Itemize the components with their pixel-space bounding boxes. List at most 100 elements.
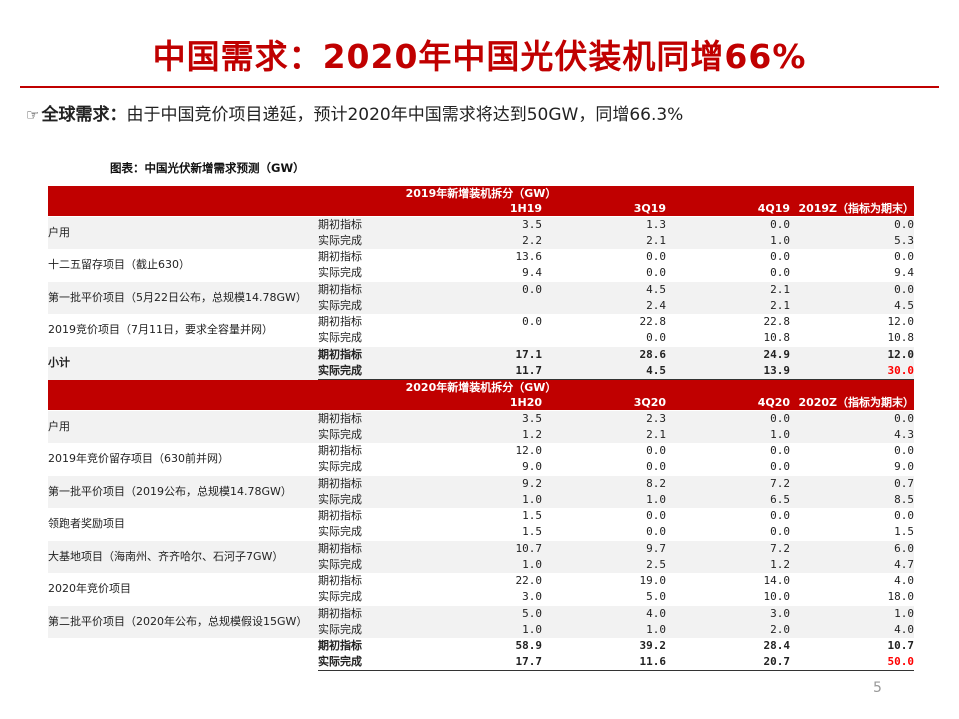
value-cell xyxy=(418,330,542,347)
value-cell: 2.1 xyxy=(542,233,666,249)
value-cell xyxy=(418,298,542,314)
value-cell: 2.3 xyxy=(542,410,666,427)
group-label-text: 十二五留存项目（截止630） xyxy=(48,258,190,271)
title-divider xyxy=(20,86,939,88)
value-cell: 0.0 xyxy=(894,250,915,263)
column-header-row: 1H19 3Q19 4Q19 2019Z（指标为期末） xyxy=(48,201,915,217)
value-cell: 0.0 xyxy=(666,410,790,427)
value-cell: 8.5 xyxy=(790,492,915,508)
table-row: 实际完成 2.4 2.1 4.5 xyxy=(48,298,915,314)
table-row: 期初指标 58.9 39.2 28.4 10.7 xyxy=(48,638,914,654)
row-type: 实际完成 xyxy=(318,298,418,314)
group-label: 第二批平价项目（2020年公布，总规模假设15GW） xyxy=(48,605,318,638)
table-row: 实际完成 11.7 4.5 13.9 30.0 xyxy=(48,363,915,380)
section-header-row: 2019年新增装机拆分（GW） xyxy=(48,186,915,201)
table-row: 第一批平价项目（5月22日公布，总规模14.78GW） 期初指标 0.0 4.5 2.1… xyxy=(48,281,915,314)
table-row: 十二五留存项目（截止630） 期初指标 13.6 0.0 0.0 0.0 xyxy=(48,249,915,271)
table-row: 2019竞价项目（7月11日，要求全容量并网） 期初指标 0.0 22.8 22.8 12… xyxy=(48,314,914,336)
value-cell: 22.8 xyxy=(639,315,667,328)
value-cell: 1.5 xyxy=(522,509,542,522)
value-cell: 2.1 xyxy=(666,281,790,298)
row-type: 实际完成 xyxy=(318,266,362,279)
value-cell: 5.3 xyxy=(790,233,915,249)
table-row: 实际完成 1.2 2.1 1.0 4.3 xyxy=(48,427,915,443)
row-type: 实际完成 xyxy=(318,363,418,380)
table-row: 实际完成 2.2 2.1 1.0 5.3 xyxy=(48,233,915,249)
value-cell: 3.0 xyxy=(522,590,542,603)
value-cell: 9.4 xyxy=(522,266,542,279)
table-row: 领跑者奖励项目 期初指标 1.5 0.0 0.0 0.0 xyxy=(48,508,915,530)
group-label: 2019年竞价留存项目（630前并网） xyxy=(48,443,318,476)
value-cell: 0.0 xyxy=(770,525,790,538)
row-type: 期初指标 xyxy=(318,216,418,233)
value-cell: 0.0 xyxy=(646,250,666,263)
column-header: 2019Z（指标为期末） xyxy=(790,201,915,217)
bullet-line: ☞ 全球需求：由于中国竞价项目递延，预计2020年中国需求将达到50GW，同增66… xyxy=(26,100,683,125)
section-header: 2020年新增装机拆分（GW） xyxy=(48,379,915,395)
value-cell: 4.5 xyxy=(790,298,915,314)
value-cell: 0.0 xyxy=(790,216,915,233)
row-type: 期初指标 xyxy=(318,250,362,263)
value-cell: 6.5 xyxy=(666,492,790,508)
value-cell: 10.7 xyxy=(887,639,915,652)
value-cell: 10.0 xyxy=(763,590,791,603)
row-type: 实际完成 xyxy=(318,460,362,473)
value-cell: 4.7 xyxy=(790,557,915,573)
value-cell: 2.1 xyxy=(666,298,790,314)
table-row: 2019年竞价留存项目（630前并网） 期初指标 12.0 0.0 0.0 0.0 xyxy=(48,443,915,465)
row-type: 期初指标 xyxy=(318,574,362,587)
value-cell: 5.0 xyxy=(646,590,666,603)
column-header: 3Q20 xyxy=(542,395,666,411)
value-cell: 0.0 xyxy=(646,525,666,538)
value-cell: 1.5 xyxy=(522,525,542,538)
row-type: 实际完成 xyxy=(318,622,418,638)
table-row: 2020年竞价项目 期初指标 22.0 19.0 14.0 4.0 xyxy=(48,573,914,595)
value-cell: 7.2 xyxy=(666,475,790,492)
row-type: 实际完成 xyxy=(318,654,418,671)
value-cell: 4.0 xyxy=(542,605,666,622)
table-row: 实际完成 17.7 11.6 20.7 50.0 xyxy=(48,654,915,671)
row-type: 实际完成 xyxy=(318,492,418,508)
value-cell: 0.0 xyxy=(770,444,790,457)
group-label: 第一批平价项目（5月22日公布，总规模14.78GW） xyxy=(48,281,318,314)
value-cell: 11.6 xyxy=(542,654,666,671)
bullet-lead: 全球需求： xyxy=(41,105,127,125)
value-cell: 3.5 xyxy=(418,216,542,233)
value-cell: 28.4 xyxy=(763,639,791,652)
value-cell: 0.0 xyxy=(894,509,915,522)
row-type: 期初指标 xyxy=(318,346,418,363)
value-cell: 22.0 xyxy=(515,574,543,587)
value-cell: 1.0 xyxy=(666,233,790,249)
table-row: 实际完成 1.5 0.0 0.0 1.5 xyxy=(48,524,914,541)
table-row: 实际完成 1.0 1.0 2.0 4.0 xyxy=(48,622,915,638)
value-cell: 10.7 xyxy=(418,540,542,557)
row-type: 期初指标 xyxy=(318,509,362,522)
value-cell: 22.8 xyxy=(763,315,791,328)
value-cell: 4.0 xyxy=(790,622,915,638)
table-row: 第一批平价项目（2019公布，总规模14.78GW） 期初指标 9.2 8.2 7.2 0… xyxy=(48,475,915,508)
value-cell: 3.5 xyxy=(418,410,542,427)
value-cell: 0.0 xyxy=(894,444,915,457)
value-cell: 0.0 xyxy=(646,509,666,522)
value-cell: 58.9 xyxy=(515,639,543,652)
value-cell: 14.0 xyxy=(763,574,791,587)
bullet-text: 由于中国竞价项目递延，预计2020年中国需求将达到50GW，同增66.3% xyxy=(126,105,684,125)
value-cell: 1.3 xyxy=(542,216,666,233)
value-cell: 0.0 xyxy=(770,250,790,263)
column-header: 1H19 xyxy=(418,201,542,217)
column-header-blank xyxy=(318,201,418,217)
value-cell: 4.5 xyxy=(542,281,666,298)
row-type: 期初指标 xyxy=(318,605,418,622)
table-row: 第二批平价项目（2020年公布，总规模假设15GW） 期初指标 5.0 4.0 3.0 1… xyxy=(48,605,915,638)
group-label: 户用 xyxy=(48,216,318,249)
value-cell: 50.0 xyxy=(790,654,915,671)
value-cell: 17.7 xyxy=(418,654,542,671)
value-cell: 12.0 xyxy=(515,444,543,457)
table-row: 小计 期初指标 17.1 28.6 24.9 12.0 xyxy=(48,346,915,380)
row-type: 实际完成 xyxy=(318,427,418,443)
value-cell: 17.1 xyxy=(418,346,542,363)
group-label: 大基地项目（海南州、齐齐哈尔、石河子7GW） xyxy=(48,540,318,573)
section-header-row: 2020年新增装机拆分（GW） xyxy=(48,379,915,395)
value-cell: 0.0 xyxy=(770,460,790,473)
group-label-text: 领跑者奖励项目 xyxy=(48,517,125,530)
